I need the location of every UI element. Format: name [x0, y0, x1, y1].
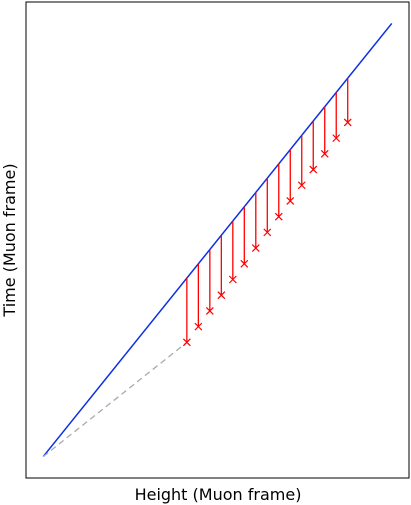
x-marker-10 — [286, 197, 295, 205]
x-marker-15 — [343, 118, 352, 127]
x-marker-5 — [228, 275, 237, 284]
x-marker-3 — [205, 306, 214, 315]
chart-marks — [42, 22, 393, 458]
x-marker-14 — [332, 134, 341, 143]
x-marker-6 — [240, 259, 249, 268]
y-axis-label: Time (Muon frame) — [0, 163, 19, 317]
solid-series-line — [42, 22, 393, 458]
x-marker-12 — [309, 165, 318, 174]
x-marker-1 — [182, 338, 191, 347]
x-axis-label: Height (Muon frame) — [135, 485, 302, 504]
x-marker-9 — [274, 212, 283, 221]
x-marker-13 — [320, 149, 329, 158]
x-marker-4 — [217, 291, 226, 300]
x-marker-2 — [194, 322, 203, 331]
x-marker-11 — [297, 181, 306, 190]
x-marker-8 — [263, 228, 272, 237]
x-marker-7 — [251, 244, 260, 253]
dashed-series-line — [42, 341, 188, 458]
